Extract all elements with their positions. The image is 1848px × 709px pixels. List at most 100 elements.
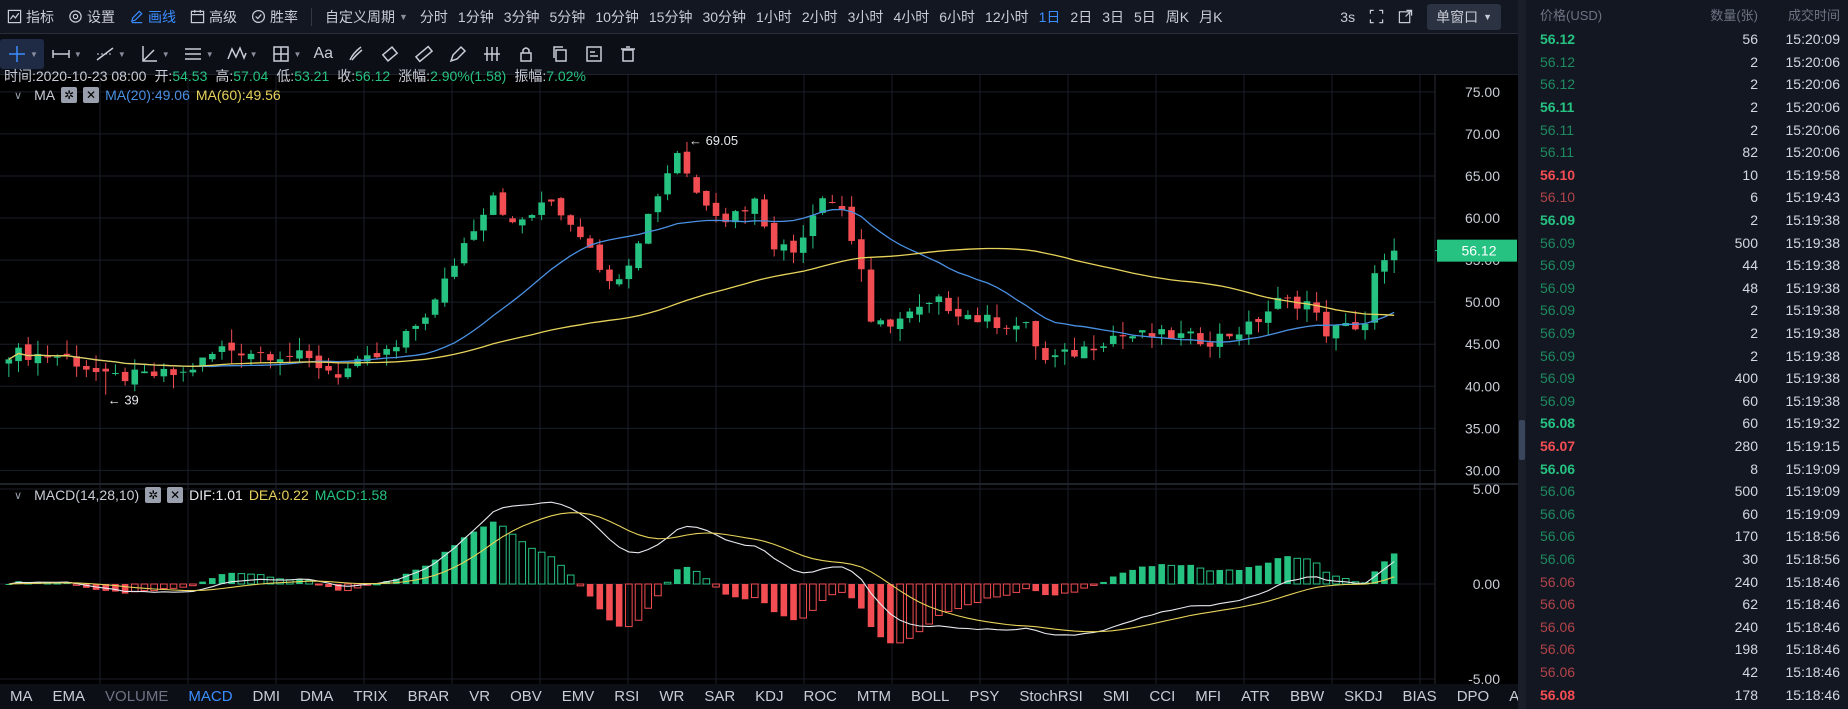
indicator-tab[interactable]: TRIX [353,688,388,705]
indicator-tab[interactable]: MTM [856,688,891,705]
wave-tool[interactable]: ▼ [220,39,264,69]
indicator-tab[interactable]: VOLUME [105,688,169,705]
collapse-chevron-icon[interactable]: ∨ [14,489,23,502]
splitter-handle-icon[interactable] [1519,420,1525,460]
period-tab[interactable]: 3分钟 [503,8,540,25]
indicator-tab[interactable]: PSY [969,688,1000,705]
indicator-tab[interactable]: BBW [1289,688,1325,705]
indicator-tab[interactable]: ROC [803,688,837,705]
panel-splitter[interactable] [1518,0,1526,709]
draw-button[interactable]: 画线 [122,0,183,33]
indicator-tab[interactable]: EMV [561,688,595,705]
macd-histogram-bar [528,547,536,585]
toolbar-divider [311,7,312,26]
period-tab[interactable]: 5日 [1134,8,1156,25]
period-tab[interactable]: 1分钟 [457,8,494,25]
period-tab[interactable]: 12小时 [985,8,1029,25]
gear-icon[interactable]: ✲ [145,487,162,503]
indicator-tab[interactable]: WR [659,688,685,705]
indicator-tab[interactable]: KDJ [755,688,784,705]
macd-histogram-bar [770,584,778,613]
advanced-button[interactable]: 高级 [183,0,244,33]
trade-row: 56.09 44 15:19:38 [1526,254,1848,277]
period-tab[interactable]: 月K [1199,8,1223,25]
period-tab[interactable]: 1小时 [756,8,792,25]
indicator-tab[interactable]: DMI [252,688,281,705]
horizontal-line-tool[interactable]: ▼ [44,39,88,69]
fibonacci-tool[interactable] [475,39,509,69]
indicator-tab[interactable]: BOLL [911,688,950,705]
indicators-button[interactable]: 指标 [0,0,61,33]
period-tab[interactable]: 4小时 [893,8,930,25]
macd-histogram-bar [169,583,178,589]
macd-histogram-bar [237,573,246,585]
period-tab[interactable]: 1日 [1038,8,1061,25]
crosshair-tool[interactable]: ▼ [0,39,44,69]
period-tab[interactable]: 3日 [1102,8,1124,25]
indicator-tab[interactable]: ATR [1241,688,1270,705]
settings-button[interactable]: 设置 [61,0,122,33]
macd-histogram-bar [1148,566,1156,584]
collapse-chevron-icon[interactable]: ∨ [14,89,23,102]
indicator-tab[interactable]: MACD [188,688,233,705]
candle-body [1003,327,1010,329]
copy-tool[interactable] [543,39,577,69]
indicator-tab[interactable]: AO [1509,688,1518,705]
window-mode-dropdown[interactable]: 单窗口 ▼ [1420,0,1508,33]
period-tab[interactable]: 6小时 [939,8,976,25]
popout-button[interactable] [1391,0,1420,33]
trend-line-tool[interactable]: ▼ [88,39,132,69]
chart-area[interactable]: 75.0070.0065.0060.0055.0050.0045.0040.00… [0,68,1518,709]
indicator-tab[interactable]: MFI [1195,688,1222,705]
angle-tool[interactable]: ▼ [132,39,176,69]
eraser-tool[interactable] [373,39,407,69]
candlestick-chart[interactable]: 75.0070.0065.0060.0055.0050.0045.0040.00… [0,75,1518,709]
winrate-button[interactable]: 胜率 [244,0,305,33]
period-tab[interactable]: 2日 [1070,8,1093,25]
indicator-tab[interactable]: SAR [704,688,736,705]
close-icon[interactable]: ✕ [167,487,184,503]
indicator-tab[interactable]: SKDJ [1344,688,1383,705]
indicator-tab[interactable]: MA [10,688,33,705]
gear-icon[interactable]: ✲ [61,87,78,103]
y-axis-label: 40.00 [1465,378,1500,394]
macd-histogram-bar [566,574,575,585]
indicator-tab[interactable]: DMA [300,688,334,705]
refresh-interval[interactable]: 3s [1333,0,1362,33]
indicator-tab[interactable]: EMA [52,688,86,705]
ma-legend-name: MA [34,87,56,103]
period-tab[interactable]: 周K [1165,8,1190,25]
indicator-tab[interactable]: BRAR [407,688,450,705]
trade-quantity: 2 [1750,99,1758,116]
indicator-tab[interactable]: RSI [614,688,640,705]
parallel-lines-tool[interactable]: ▼ [176,39,220,69]
indicator-tab[interactable]: SMI [1102,688,1130,705]
indicator-tab[interactable]: CCI [1149,688,1176,705]
indicator-tab[interactable]: VR [469,688,491,705]
period-tab[interactable]: 5分钟 [549,8,586,25]
indicator-tab[interactable]: BIAS [1402,688,1437,705]
delete-tool[interactable] [611,39,645,69]
ruler-tool[interactable] [407,39,441,69]
period-tab[interactable]: 15分钟 [648,8,693,25]
period-tab[interactable]: 2小时 [801,8,838,25]
custom-period-dropdown[interactable]: 自定义周期 ▼ [318,0,415,33]
close-icon[interactable]: ✕ [83,87,100,103]
indicator-tab[interactable]: OBV [510,688,542,705]
brush-tool[interactable] [339,39,373,69]
fullscreen-button[interactable] [1362,0,1391,33]
pen-tool[interactable] [441,39,475,69]
trade-time: 15:18:46 [1785,573,1841,590]
lock-tool[interactable] [509,39,543,69]
indicator-tab[interactable]: StochRSI [1019,688,1083,705]
indicator-tab[interactable]: DPO [1456,688,1490,705]
text-tool[interactable]: Aa [307,39,339,69]
period-tab[interactable]: 30分钟 [702,8,747,25]
candle-body [63,353,71,356]
period-tab[interactable]: 分时 [419,8,448,25]
measure-tool[interactable] [577,39,611,69]
grid-tool[interactable]: ▼ [264,39,308,69]
trade-quantity: 400 [1734,370,1758,387]
period-tab[interactable]: 3小时 [847,8,884,25]
period-tab[interactable]: 10分钟 [595,8,639,25]
